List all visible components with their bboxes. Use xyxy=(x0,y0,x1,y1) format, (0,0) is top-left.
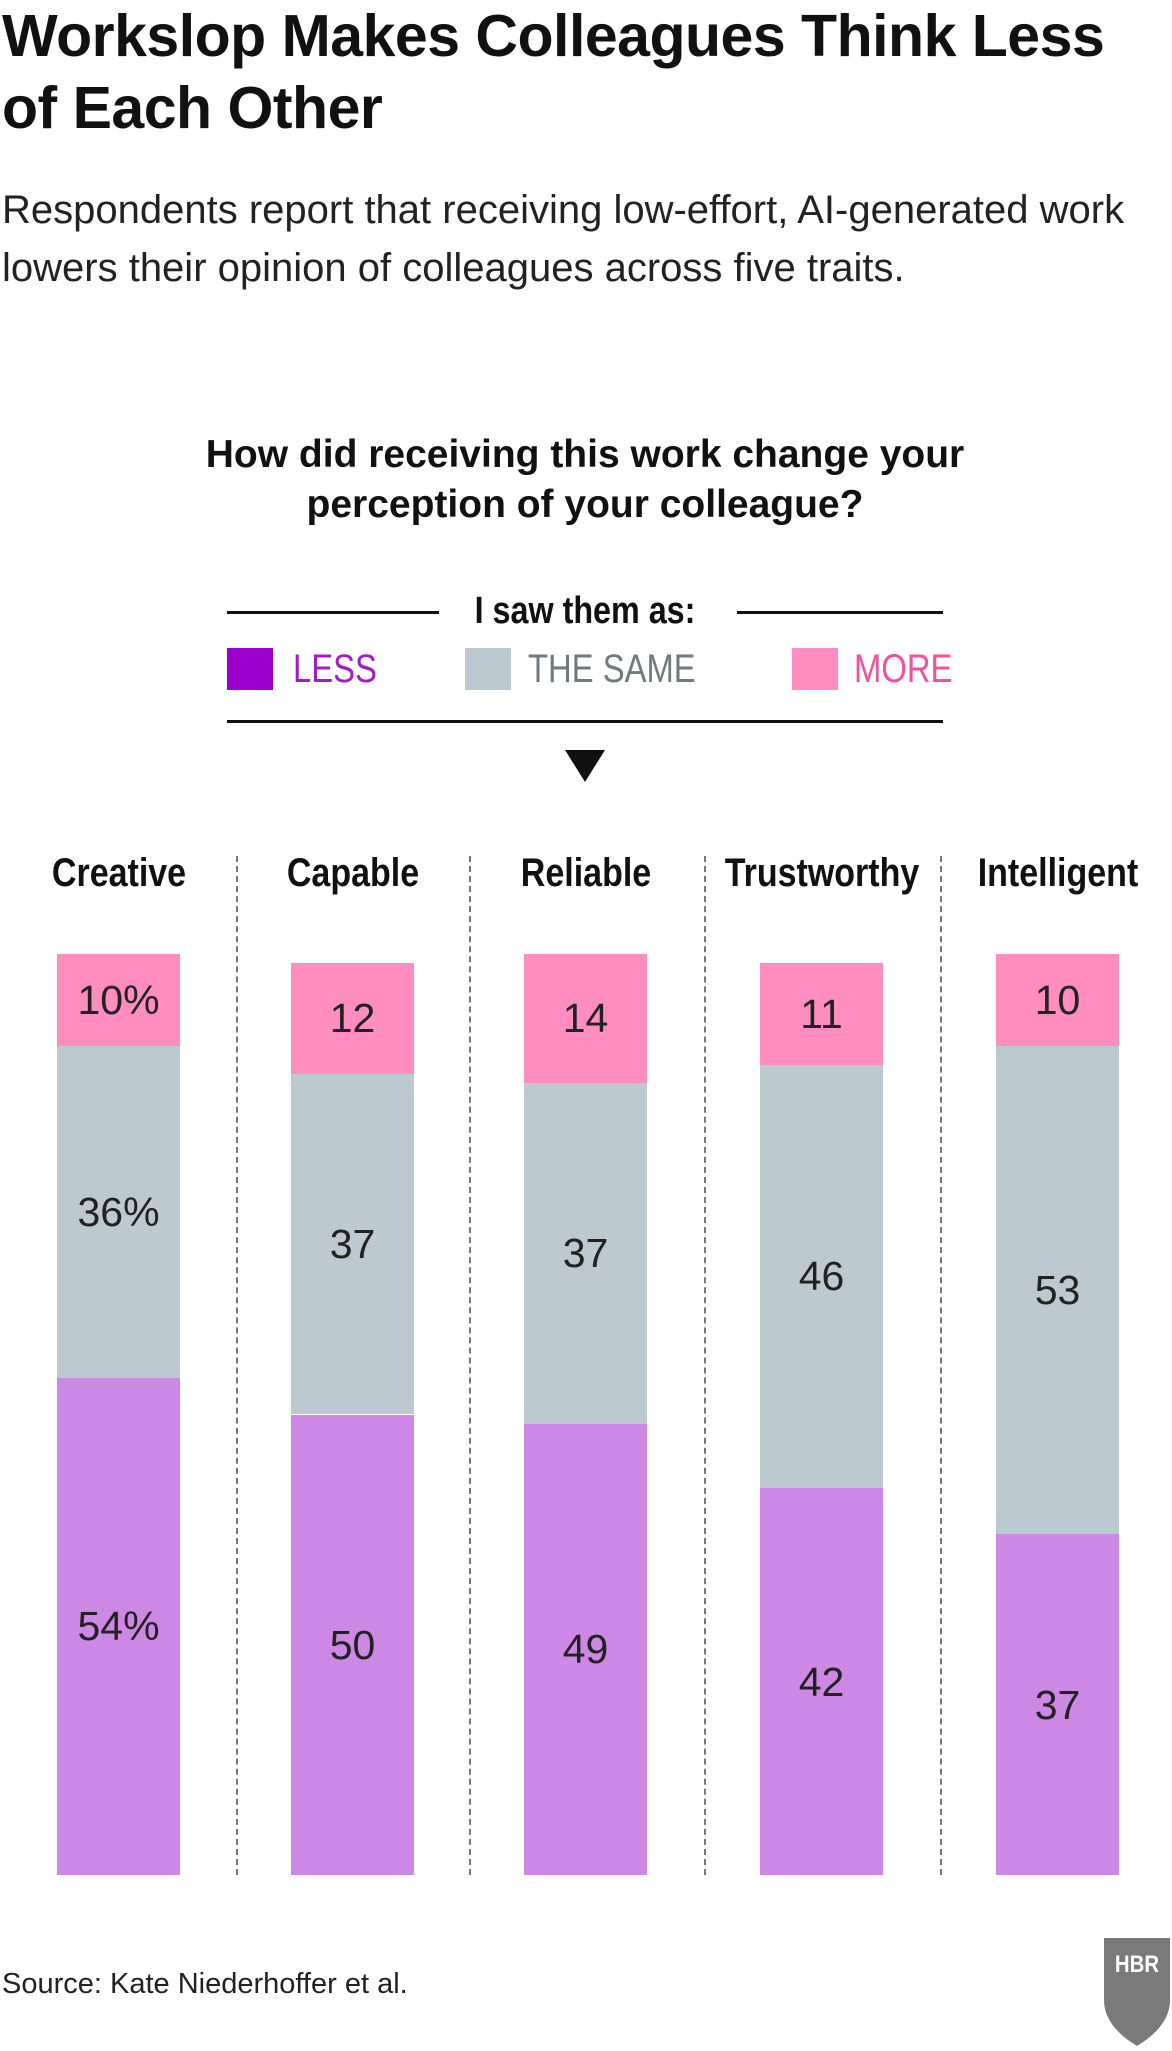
data-label: 46 xyxy=(798,1253,845,1300)
bar-segment-more-intelligent: 10 xyxy=(996,954,1119,1047)
legend-rule-left xyxy=(227,611,439,614)
data-label: 37 xyxy=(1034,1681,1081,1728)
data-label: 10% xyxy=(77,977,160,1024)
chart-subtitle: Respondents report that receiving low-ef… xyxy=(2,188,1125,290)
bar-segment-same-creative: 36% xyxy=(57,1046,180,1378)
column-divider xyxy=(469,856,471,1875)
svg-text:HBR: HBR xyxy=(1115,1950,1159,1977)
hbr-logo: HBR xyxy=(1104,1938,1170,2051)
legend-label-less: LESS xyxy=(293,647,377,691)
bar-segment-same-reliable: 37 xyxy=(524,1082,647,1424)
bar-segment-same-intelligent: 53 xyxy=(996,1046,1119,1535)
data-label: 10 xyxy=(1034,977,1081,1024)
data-label: 12 xyxy=(329,995,376,1042)
legend-swatch-more xyxy=(792,648,838,690)
data-label: 37 xyxy=(329,1221,376,1268)
category-label-trustworthy: Trustworthy xyxy=(724,851,919,895)
data-label: 53 xyxy=(1034,1267,1081,1314)
source-note: Source: Kate Niederhoffer et al. xyxy=(2,1968,408,2000)
down-triangle-icon xyxy=(565,750,605,782)
data-label: 11 xyxy=(800,990,843,1037)
bar-segment-less-capable: 50 xyxy=(291,1414,414,1875)
data-label: 14 xyxy=(562,995,609,1042)
data-label: 49 xyxy=(562,1626,609,1673)
column-divider xyxy=(704,856,706,1875)
bar-segment-more-creative: 10% xyxy=(57,954,180,1047)
bar-segment-less-trustworthy: 42 xyxy=(760,1488,883,1875)
legend-swatch-same xyxy=(465,648,511,690)
bar-segment-less-reliable: 49 xyxy=(524,1423,647,1875)
column-divider xyxy=(940,856,942,1875)
data-label: 50 xyxy=(329,1621,376,1668)
data-label: 36% xyxy=(77,1188,160,1235)
bar-segment-same-capable: 37 xyxy=(291,1073,414,1415)
question-heading: How did receiving this work change your … xyxy=(205,433,965,526)
legend-swatch-less xyxy=(227,648,273,690)
bar-segment-more-capable: 12 xyxy=(291,963,414,1074)
legend-label-more: MORE xyxy=(854,647,953,691)
chart-title: Workslop Makes Colleagues Think Less of … xyxy=(2,3,1105,141)
category-label-creative: Creative xyxy=(51,851,186,895)
bar-segment-more-trustworthy: 11 xyxy=(760,963,883,1065)
data-label: 42 xyxy=(798,1658,845,1705)
category-label-intelligent: Intelligent xyxy=(977,851,1138,895)
bar-segment-same-trustworthy: 46 xyxy=(760,1064,883,1489)
legend-label-same: THE SAME xyxy=(528,647,696,691)
category-label-reliable: Reliable xyxy=(520,851,651,895)
category-label-capable: Capable xyxy=(286,851,419,895)
bar-segment-less-creative: 54% xyxy=(57,1377,180,1875)
data-label: 37 xyxy=(562,1230,609,1277)
column-divider xyxy=(236,856,238,1875)
legend-rule-right xyxy=(737,611,943,614)
data-label: 54% xyxy=(77,1603,160,1650)
legend-heading: I saw them as: xyxy=(227,586,943,636)
legend-title: I saw them as: xyxy=(474,590,696,632)
legend-bottom-rule xyxy=(227,720,943,723)
bar-segment-less-intelligent: 37 xyxy=(996,1534,1119,1875)
bar-segment-more-reliable: 14 xyxy=(524,954,647,1083)
